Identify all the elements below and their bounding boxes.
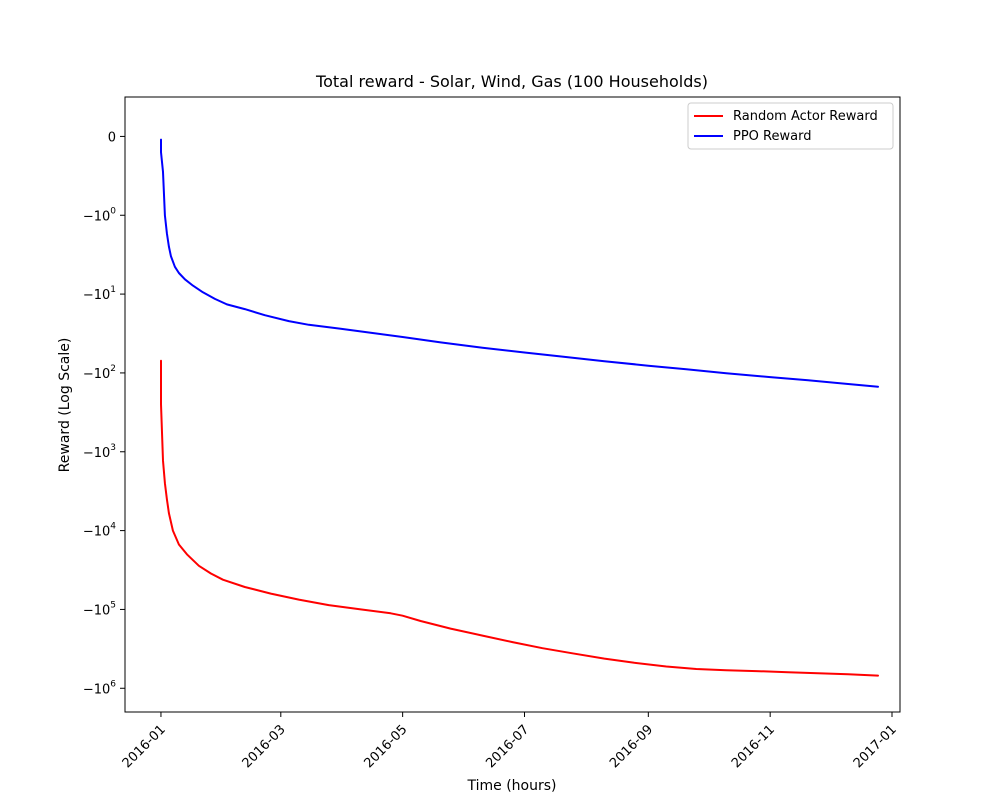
chart-title: Total reward - Solar, Wind, Gas (100 Hou…: [315, 72, 708, 91]
x-axis-label: Time (hours): [467, 778, 557, 794]
legend-box: [687, 102, 894, 150]
legend-label-random: Random Actor Reward: [733, 109, 878, 124]
y-tick-label-4: −103: [83, 443, 116, 461]
y-tick-label-5: −104: [83, 522, 116, 540]
y-tick-label-2: −101: [83, 285, 116, 303]
plot-frame: [124, 96, 901, 713]
y-ticks: [120, 135, 125, 689]
y-tick-label-3: −102: [83, 364, 116, 382]
y-tick-label-0: 0: [108, 130, 116, 145]
y-tick-labels: 0 −100 −101 −102 −103 −104 −105 −106: [83, 130, 116, 697]
y-axis-label: Reward (Log Scale): [57, 338, 73, 473]
legend: Random Actor Reward PPO Reward: [687, 102, 894, 150]
legend-label-ppo: PPO Reward: [733, 129, 811, 144]
y-tick-label-1: −100: [83, 206, 116, 224]
y-tick-label-7: −106: [83, 679, 116, 697]
x-ticks: [160, 712, 893, 717]
series-line-0: [160, 359, 879, 677]
y-tick-label-6: −105: [83, 600, 116, 618]
plot-lines: [160, 138, 879, 677]
series-line-1: [160, 138, 879, 388]
